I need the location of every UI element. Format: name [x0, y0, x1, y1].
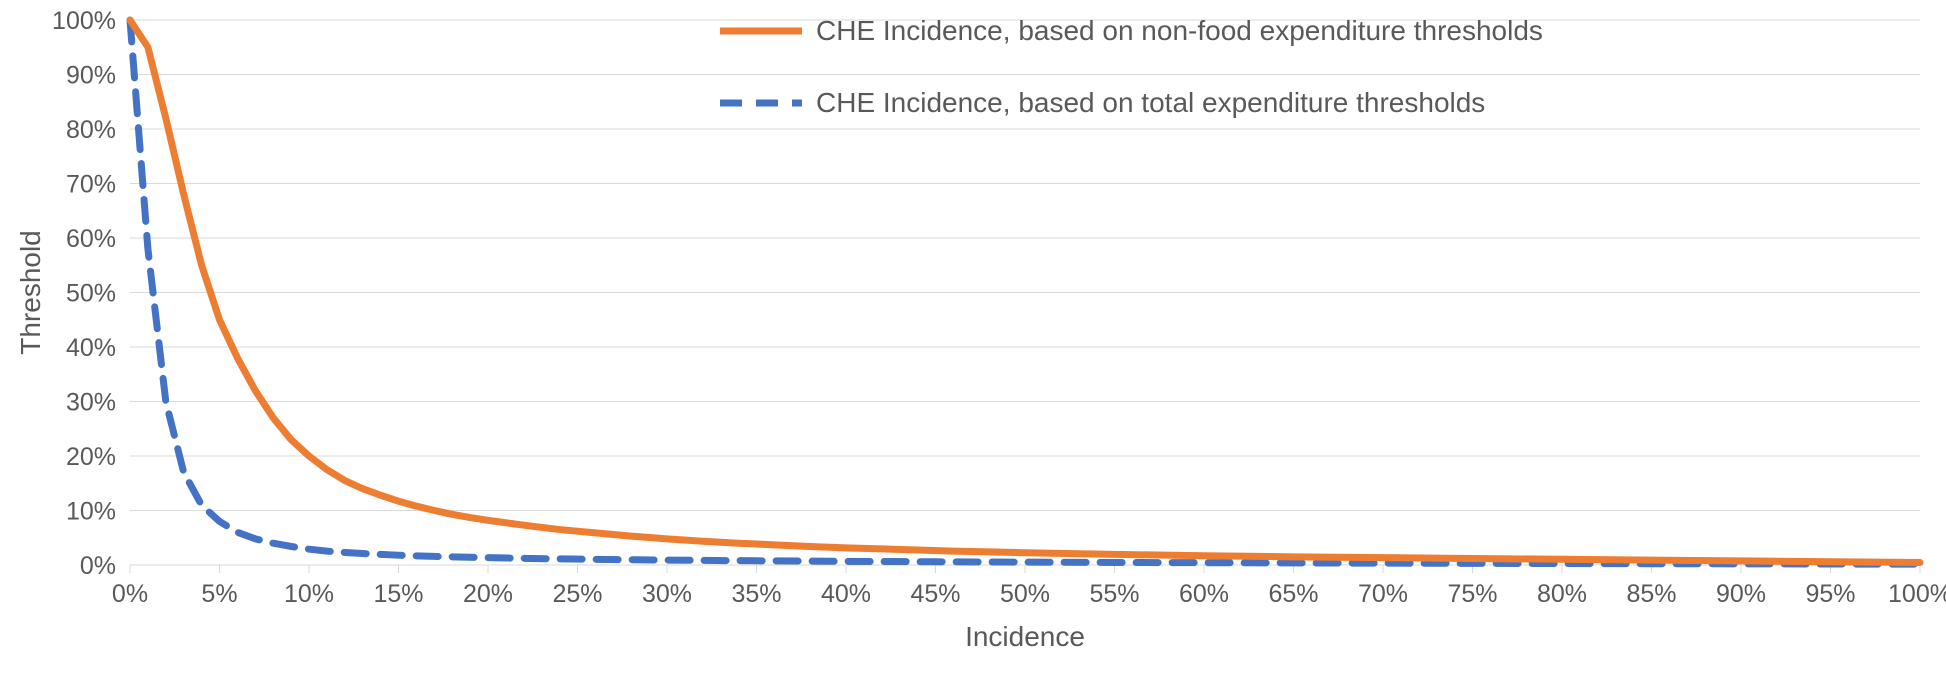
x-tick-label: 20% — [463, 580, 513, 608]
chart-svg: 0% 5% 10% 15% 20% 25% 30% 35% 40% 45% 50% 55% 60% 65%… — [0, 0, 1946, 674]
x-tick-label: 85% — [1626, 580, 1676, 608]
x-tick-label: 0% — [112, 580, 148, 608]
y-tick-label: 60% — [66, 225, 116, 253]
x-tick-label: 90% — [1716, 580, 1766, 608]
x-tick-label: 75% — [1447, 580, 1497, 608]
y-tick-label: 10% — [66, 497, 116, 525]
threshold-incidence-chart: 0% 5% 10% 15% 20% 25% 30% 35% 40% 45% 50% 55% 60% 65%… — [0, 0, 1946, 674]
x-tick-label: 60% — [1179, 580, 1229, 608]
y-tick-label: 0% — [80, 552, 116, 580]
x-tick-label: 5% — [201, 580, 237, 608]
x-tick-label: 80% — [1537, 580, 1587, 608]
x-tick-label: 45% — [910, 580, 960, 608]
y-tick-label: 90% — [66, 61, 116, 89]
x-tick-label: 35% — [731, 580, 781, 608]
legend-label: CHE Incidence, based on total expenditur… — [816, 87, 1485, 118]
x-tick-label: 50% — [1000, 580, 1050, 608]
x-tick-label: 40% — [821, 580, 871, 608]
x-tick-label: 25% — [552, 580, 602, 608]
x-tick-label: 30% — [642, 580, 692, 608]
y-tick-label: 80% — [66, 116, 116, 144]
x-tick-label: 95% — [1805, 580, 1855, 608]
x-tick-label: 10% — [284, 580, 334, 608]
x-tick-label: 65% — [1268, 580, 1318, 608]
x-tick-label: 100% — [1888, 580, 1946, 608]
legend-label: CHE Incidence, based on non-food expendi… — [816, 15, 1543, 46]
y-tick-label: 40% — [66, 334, 116, 362]
y-tick-label: 70% — [66, 170, 116, 198]
x-tick-label: 15% — [373, 580, 423, 608]
y-tick-label: 30% — [66, 388, 116, 416]
y-tick-label: 100% — [52, 7, 116, 35]
y-axis-label: Threshold — [15, 230, 46, 355]
x-axis-label: Incidence — [965, 621, 1085, 652]
x-tick-label: 70% — [1358, 580, 1408, 608]
y-tick-label: 20% — [66, 443, 116, 471]
y-tick-label: 50% — [66, 279, 116, 307]
x-tick-label: 55% — [1089, 580, 1139, 608]
